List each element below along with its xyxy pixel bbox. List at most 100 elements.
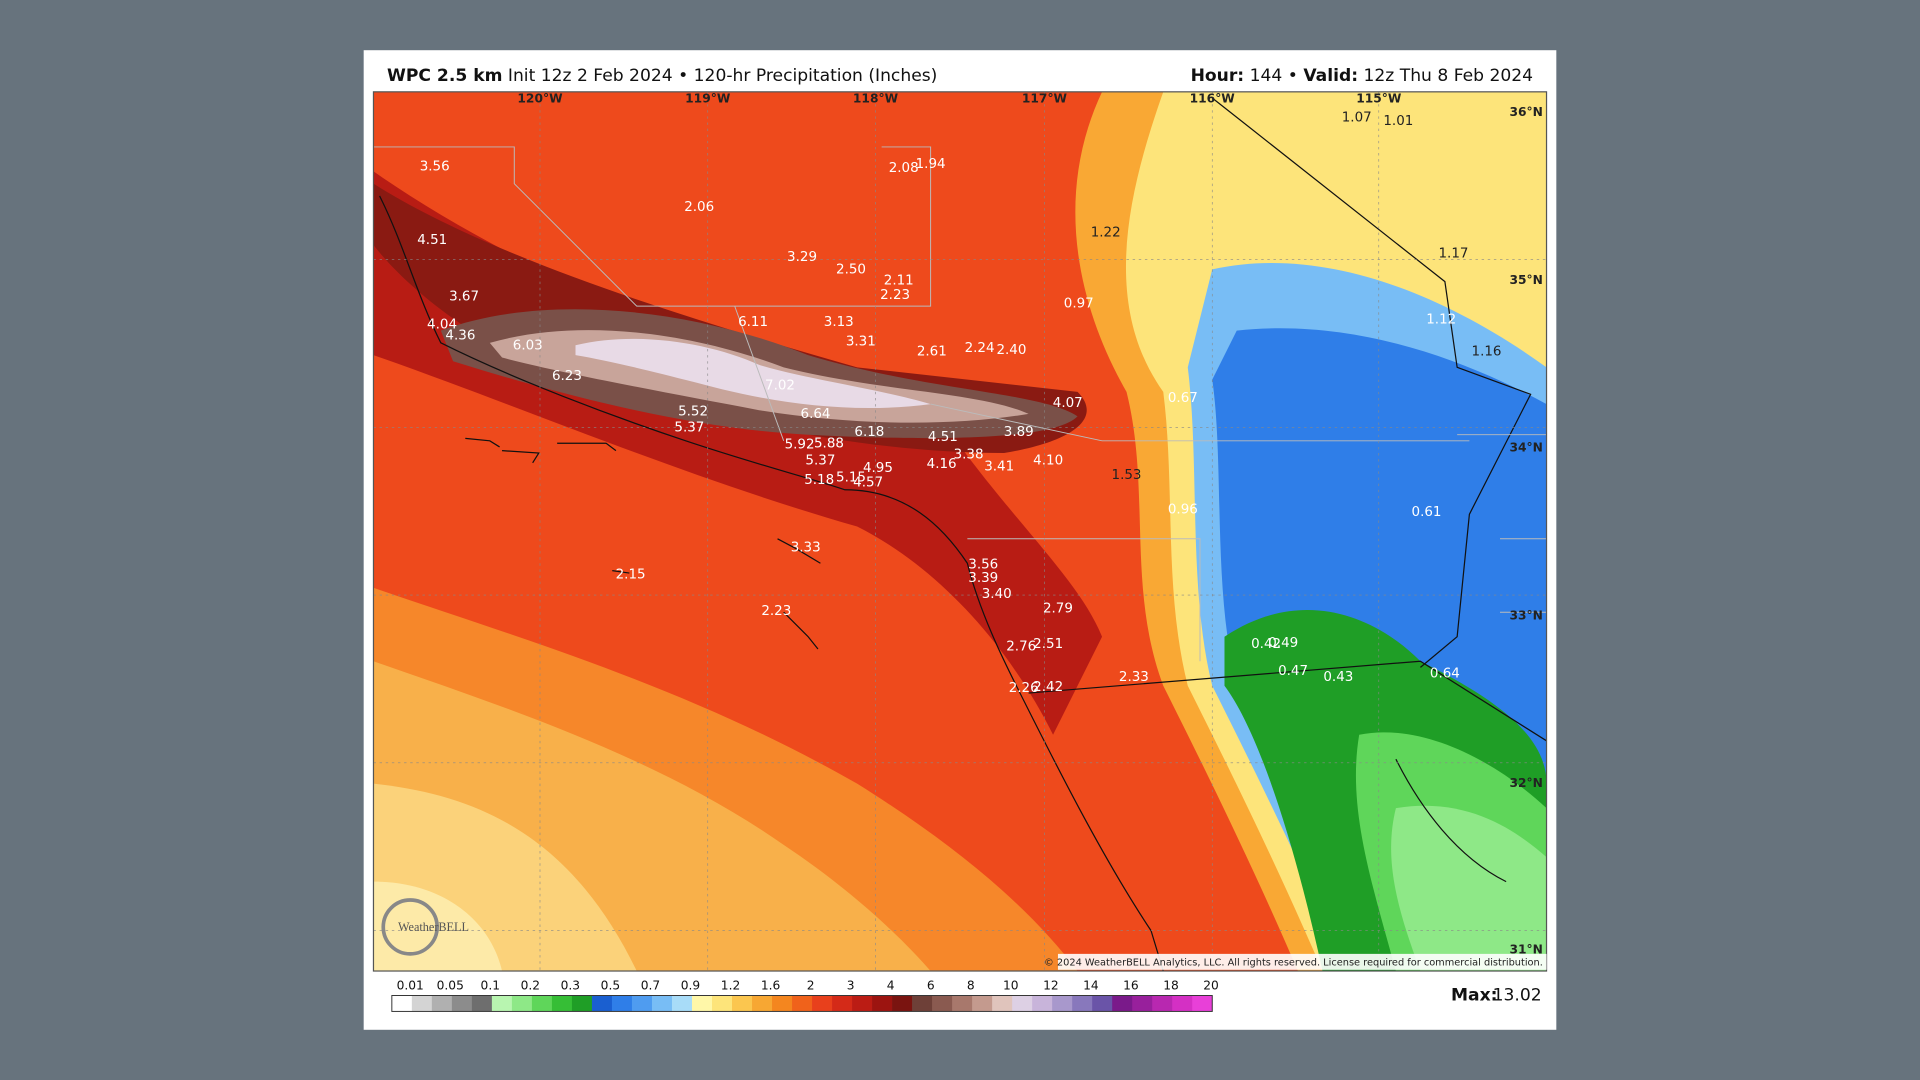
legend-label: 8 bbox=[967, 978, 975, 992]
legend-swatch bbox=[451, 995, 473, 1012]
point-value: 3.38 bbox=[954, 447, 984, 462]
point-value: 0.43 bbox=[1323, 670, 1353, 685]
point-value: 0.64 bbox=[1430, 666, 1460, 681]
point-value: 2.15 bbox=[616, 567, 646, 582]
legend-swatch bbox=[932, 995, 953, 1012]
legend-swatch bbox=[591, 995, 613, 1012]
point-value: 2.08 bbox=[889, 161, 919, 176]
point-value: 6.64 bbox=[801, 407, 831, 422]
point-value: 1.53 bbox=[1112, 468, 1142, 483]
point-value: 3.67 bbox=[449, 289, 479, 304]
point-value: 4.51 bbox=[928, 430, 958, 445]
legend-swatch bbox=[832, 995, 853, 1012]
point-value: 0.42 bbox=[1251, 637, 1281, 652]
legend-label: 0.9 bbox=[681, 978, 700, 992]
legend-swatch bbox=[892, 995, 913, 1012]
legend-swatch bbox=[812, 995, 833, 1012]
legend-swatch bbox=[411, 995, 433, 1012]
point-values: 3.56 4.51 3.67 4.044.36 6.03 6.23 2.06 3.29 2.50… bbox=[417, 111, 1501, 697]
precip-map bbox=[373, 91, 1547, 972]
legend-swatch bbox=[1112, 995, 1133, 1012]
lon-label: 115°W bbox=[1356, 92, 1402, 106]
legend-swatch bbox=[872, 995, 893, 1012]
point-value: 6.18 bbox=[854, 425, 884, 440]
point-value: 5.15 bbox=[836, 471, 866, 486]
legend-swatch bbox=[1172, 995, 1193, 1012]
legend-label: 1.2 bbox=[721, 978, 740, 992]
point-value: 2.61 bbox=[917, 344, 947, 359]
copyright-bg bbox=[1057, 953, 1547, 970]
lon-label: 116°W bbox=[1190, 92, 1236, 106]
valid-part: Hour: bbox=[1191, 66, 1245, 86]
point-value: 2.24 bbox=[965, 341, 995, 356]
point-value: 1.17 bbox=[1438, 246, 1468, 261]
point-value: 4.16 bbox=[927, 457, 957, 472]
point-value: 2.33 bbox=[1119, 670, 1149, 685]
point-value: 3.41 bbox=[984, 460, 1014, 475]
legend-swatch bbox=[651, 995, 673, 1012]
legend-border bbox=[391, 995, 1213, 1012]
point-value: 2.11 bbox=[884, 273, 914, 288]
logo: WeatherBELL bbox=[398, 920, 469, 934]
max-label: Max: bbox=[1451, 986, 1498, 1006]
point-value: 1.16 bbox=[1472, 344, 1502, 359]
legend-label: 6 bbox=[927, 978, 935, 992]
max-value: 13.02 bbox=[1493, 986, 1542, 1006]
legend-swatch bbox=[531, 995, 553, 1012]
point-value: 2.76 bbox=[1006, 640, 1036, 655]
legend-swatch bbox=[611, 995, 633, 1012]
lat-label: 34°N bbox=[1509, 441, 1542, 455]
legend-swatch bbox=[752, 995, 773, 1012]
legend-swatch bbox=[952, 995, 973, 1012]
valid-part: Valid: bbox=[1303, 66, 1358, 86]
logo-mark bbox=[381, 898, 439, 956]
legend-label: 0.1 bbox=[481, 978, 500, 992]
point-value: 2.50 bbox=[836, 262, 866, 277]
legend-label: 0.3 bbox=[561, 978, 580, 992]
legend-swatch bbox=[1012, 995, 1033, 1012]
point-value: 4.04 bbox=[427, 317, 457, 332]
legend-label: 1.6 bbox=[761, 978, 781, 992]
legend-swatch bbox=[491, 995, 513, 1012]
legend-swatch bbox=[1192, 995, 1213, 1012]
point-value: 5.88 bbox=[814, 436, 844, 451]
lat-label: 35°N bbox=[1509, 273, 1542, 287]
point-value: 0.97 bbox=[1064, 297, 1094, 312]
legend-swatch bbox=[691, 995, 713, 1012]
legend-swatch bbox=[1152, 995, 1173, 1012]
point-value: 2.51 bbox=[1033, 637, 1063, 652]
point-value: 5.37 bbox=[805, 453, 835, 468]
legend-label: 10 bbox=[1003, 978, 1019, 992]
legend-label: 14 bbox=[1083, 978, 1099, 992]
legend-label: 0.05 bbox=[437, 978, 464, 992]
legend-swatch bbox=[391, 995, 413, 1012]
point-value: 3.29 bbox=[787, 250, 817, 265]
point-value: 1.07 bbox=[1342, 111, 1372, 126]
point-value: 1.01 bbox=[1383, 114, 1413, 129]
title-part: Init 12z 2 Feb 2024 bbox=[508, 66, 673, 86]
point-value: 6.03 bbox=[513, 338, 543, 353]
point-value: 4.57 bbox=[853, 475, 883, 490]
point-value: 1.12 bbox=[1426, 313, 1456, 328]
point-value: 4.51 bbox=[417, 233, 447, 248]
legend-label: 0.5 bbox=[601, 978, 620, 992]
legend-label: 18 bbox=[1163, 978, 1179, 992]
point-value: 7.02 bbox=[765, 379, 795, 394]
header: WPC 2.5 km Init 12z 2 Feb 2024 • 120-hr … bbox=[387, 66, 1533, 86]
legend-label: 12 bbox=[1043, 978, 1059, 992]
legend-swatch bbox=[772, 995, 793, 1012]
lat-label: 36°N bbox=[1509, 105, 1542, 119]
legend-swatch bbox=[511, 995, 533, 1012]
legend-label: 2 bbox=[807, 978, 815, 992]
legend-swatch bbox=[1052, 995, 1073, 1012]
legend-swatch bbox=[732, 995, 753, 1012]
point-value: 3.40 bbox=[982, 587, 1012, 602]
point-value: 4.36 bbox=[445, 329, 475, 344]
legend-swatch bbox=[431, 995, 453, 1012]
point-value: 0.67 bbox=[1168, 391, 1198, 406]
point-value: 4.10 bbox=[1033, 453, 1063, 468]
valid-part: • bbox=[1288, 66, 1298, 86]
legend-label: 4 bbox=[887, 978, 895, 992]
